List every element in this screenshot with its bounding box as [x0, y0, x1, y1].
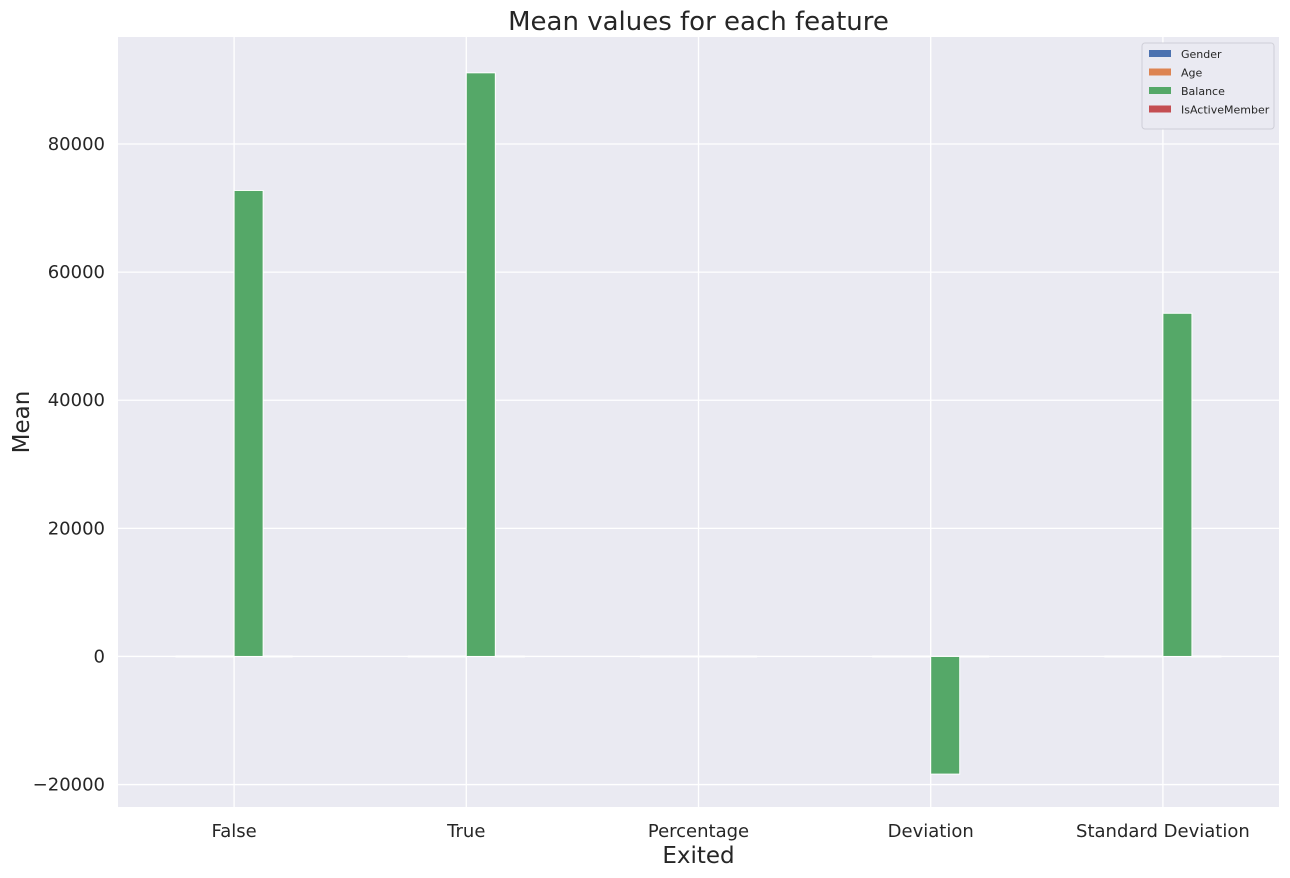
legend-label: Balance	[1181, 85, 1225, 98]
y-tick-labels: −20000 0 20000 40000 60000 80000	[33, 134, 105, 796]
x-tick-label: Deviation	[888, 821, 974, 842]
legend-swatch-age	[1149, 68, 1171, 76]
bar-isactivemember-standard-deviation	[1191, 655, 1222, 658]
legend-swatch-balance	[1149, 87, 1171, 94]
x-tick-label: False	[212, 821, 257, 842]
legend-label: Gender	[1181, 48, 1222, 61]
y-tick-label: −20000	[33, 775, 105, 796]
bar-balance-true	[465, 72, 496, 657]
bar-gender-true	[407, 655, 438, 658]
bar-gender-percentage	[639, 655, 670, 658]
y-tick-label: 20000	[48, 518, 105, 539]
legend-box	[1141, 42, 1275, 130]
x-tick-labels: False True Percentage Deviation Standard Dev…	[212, 821, 1250, 842]
y-tick-label: 80000	[48, 134, 105, 155]
bar-age-deviation	[901, 655, 932, 658]
x-tick-label: True	[446, 821, 485, 842]
bar-age-false	[204, 655, 235, 658]
y-tick-label: 40000	[48, 390, 105, 411]
x-tick-label: Percentage	[648, 821, 749, 842]
y-tick-label: 0	[94, 646, 105, 667]
bar-age-standard-deviation	[1133, 655, 1164, 658]
bar-gender-standard-deviation	[1104, 655, 1135, 658]
x-tick-label: Standard Deviation	[1076, 821, 1250, 842]
legend: Gender Age Balance IsActiveMember	[1141, 42, 1275, 130]
legend-swatch-gender	[1149, 50, 1171, 57]
bar-isactivemember-true	[494, 655, 525, 658]
y-tick-label: 60000	[48, 262, 105, 283]
bars	[175, 72, 1222, 775]
bar-balance-standard-deviation	[1162, 312, 1193, 657]
y-axis-label: Mean	[9, 391, 35, 454]
bar-isactivemember-false	[262, 655, 293, 658]
bar-isactivemember-deviation	[959, 655, 990, 658]
chart-title: Mean values for each feature	[508, 7, 889, 37]
legend-label: Age	[1181, 67, 1203, 80]
bar-balance-false	[233, 189, 264, 657]
bar-gender-deviation	[872, 655, 903, 658]
legend-swatch-isactivemember	[1149, 105, 1171, 113]
bar-balance-percentage	[698, 655, 729, 658]
bar-age-percentage	[668, 655, 699, 658]
bar-isactivemember-percentage	[727, 655, 758, 658]
bar-gender-false	[175, 655, 206, 658]
legend-label: IsActiveMember	[1181, 104, 1270, 117]
bar-balance-deviation	[930, 655, 961, 775]
x-axis-label: Exited	[662, 843, 734, 869]
bar-age-true	[436, 655, 467, 658]
